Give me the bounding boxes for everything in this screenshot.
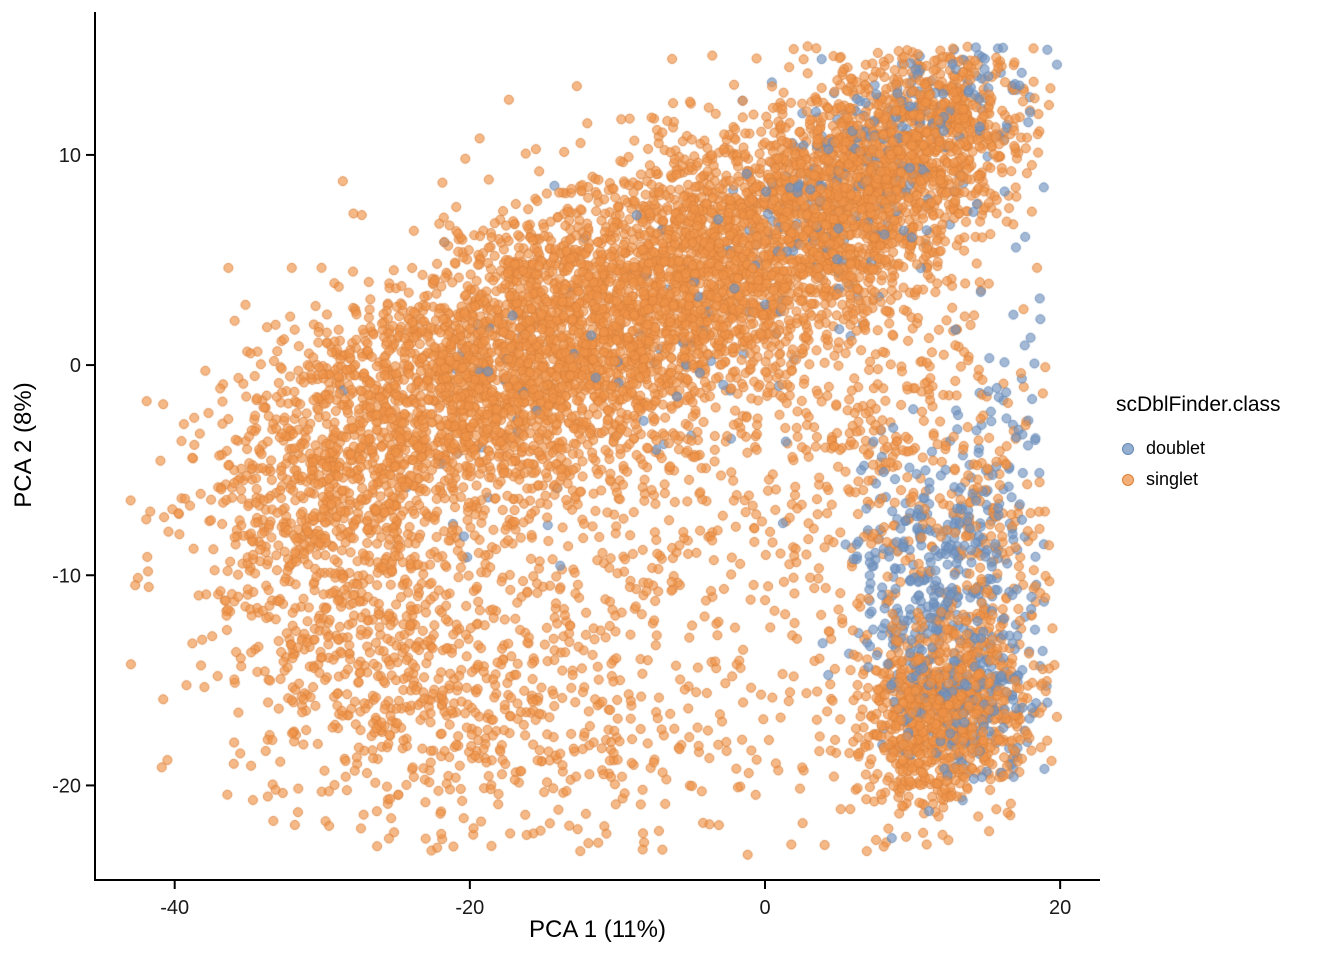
x-axis-title: PCA 1 (11%) bbox=[529, 916, 666, 943]
y-tick-label: 10 bbox=[59, 145, 81, 167]
y-tick-label: 0 bbox=[70, 355, 81, 377]
x-tick-label: -40 bbox=[160, 897, 189, 919]
legend-label: singlet bbox=[1146, 469, 1199, 489]
x-tick-label: 0 bbox=[759, 897, 770, 919]
y-axis-title: PCA 2 (8%) bbox=[10, 382, 37, 508]
legend-entry-singlet: singlet bbox=[1116, 464, 1281, 495]
y-tick-label: -10 bbox=[52, 565, 81, 587]
x-tick-label: 20 bbox=[1049, 897, 1071, 919]
legend-title: scDblFinder.class bbox=[1116, 393, 1281, 416]
legend-swatch-icon bbox=[1122, 473, 1134, 486]
legend-swatch-icon bbox=[1122, 442, 1134, 455]
y-tick-label: -20 bbox=[52, 775, 81, 797]
legend-items: doublet singlet bbox=[1116, 433, 1281, 495]
legend: scDblFinder.class doublet singlet bbox=[1116, 393, 1281, 495]
legend-label: doublet bbox=[1146, 438, 1206, 458]
legend-entry-doublet: doublet bbox=[1116, 433, 1281, 464]
x-tick-label: -20 bbox=[455, 897, 484, 919]
